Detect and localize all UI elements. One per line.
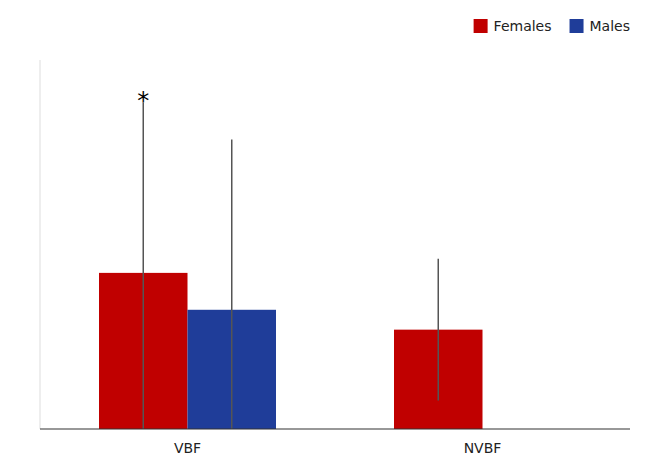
legend-label: Males	[590, 18, 630, 34]
legend-swatch	[474, 19, 488, 33]
x-axis-line	[40, 428, 630, 429]
error-bar	[438, 259, 440, 401]
x-tick-label: NVBF	[464, 440, 502, 456]
chart-container: VBF NVBF * Males Females	[0, 0, 650, 474]
chart-svg: VBF NVBF * Males Females	[0, 0, 650, 474]
annotation: *	[137, 87, 149, 115]
y-axis-line	[40, 60, 41, 429]
error-bar	[231, 139, 233, 429]
legend-swatch	[570, 19, 584, 33]
legend: Males Females	[474, 18, 630, 34]
plot-area	[99, 103, 483, 429]
legend-label: Females	[494, 18, 552, 34]
error-bar	[143, 103, 145, 429]
x-tick-label: VBF	[174, 440, 201, 456]
